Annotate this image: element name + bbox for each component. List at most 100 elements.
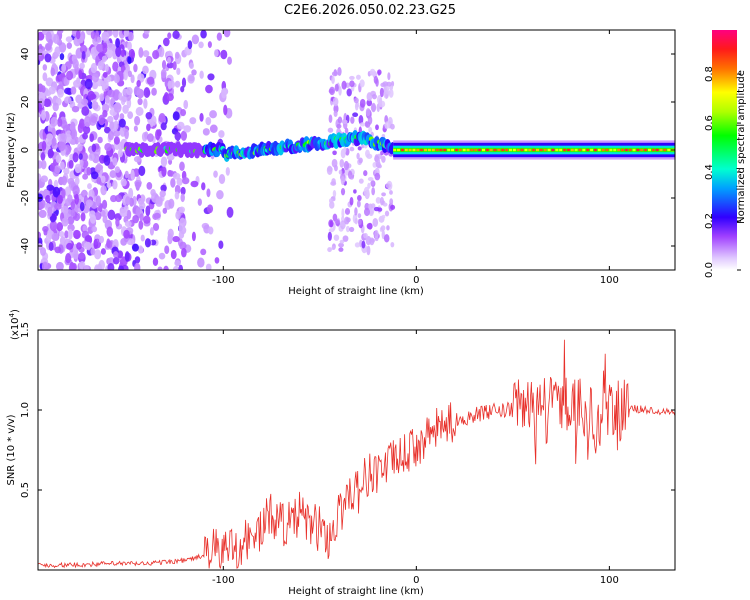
noise-blob: [104, 142, 112, 152]
noise-blob: [78, 153, 83, 160]
noise-streak: [365, 108, 371, 117]
noise-blob: [38, 173, 42, 181]
noise-blob: [180, 193, 185, 203]
noise-blob: [102, 42, 108, 54]
noise-blob: [112, 157, 118, 166]
noise-streak: [354, 217, 358, 225]
colorbar-tick-label: 0.6: [704, 115, 715, 131]
noise-streak: [349, 80, 355, 88]
noise-blob: [49, 220, 58, 232]
noise-blob: [76, 242, 82, 250]
noise-blob: [90, 116, 98, 124]
noise-blob: [174, 51, 180, 59]
noise-streak: [374, 229, 379, 239]
noise-blob: [124, 251, 130, 262]
noise-blob: [178, 224, 184, 233]
noise-blob: [181, 247, 187, 258]
noise-streak: [340, 187, 346, 196]
band-peak: [597, 148, 601, 152]
noise-streak: [331, 245, 336, 250]
noise-streak: [346, 217, 351, 223]
noise-blob: [227, 56, 232, 65]
noise-streak: [385, 183, 391, 189]
noise-blob: [91, 171, 99, 180]
noise-blob: [49, 162, 55, 173]
noise-streak: [350, 116, 355, 124]
noise-blob: [83, 116, 92, 128]
noise-blob: [138, 47, 144, 58]
band-peak: [424, 148, 428, 152]
snr-plot: -100 0 100 0.5 1.0 1.5: [20, 322, 676, 586]
noise-blob: [166, 62, 174, 69]
snr-background: [38, 330, 675, 570]
noise-blob: [94, 249, 102, 260]
band-peak: [566, 148, 570, 152]
noise-blob: [205, 116, 212, 126]
noise-blob: [123, 229, 130, 239]
band-peak: [605, 148, 609, 152]
noise-streak: [349, 174, 354, 180]
noise-blob: [130, 169, 135, 181]
noise-blob: [133, 156, 142, 163]
noise-blob: [213, 49, 219, 58]
noise-blob: [151, 87, 157, 96]
y-tick-label: 20: [20, 96, 31, 109]
noise-blob: [167, 228, 174, 239]
noise-blob: [107, 89, 116, 98]
noise-blob: [223, 104, 228, 116]
noise-blob: [64, 186, 72, 197]
noise-streak: [374, 154, 379, 162]
noise-blob: [125, 87, 133, 96]
noise-blob: [38, 31, 45, 41]
noise-blob: [133, 85, 141, 96]
noise-blob: [181, 77, 187, 88]
noise-streak: [366, 92, 373, 102]
noise-blob: [94, 264, 100, 270]
noise-blob: [198, 41, 204, 49]
noise-streak: [387, 72, 391, 81]
noise-streak: [352, 112, 359, 118]
noise-blob: [54, 46, 61, 58]
band-peak: [667, 148, 671, 152]
noise-streak: [379, 87, 384, 98]
noise-blob: [74, 177, 80, 185]
noise-streak: [382, 202, 388, 207]
noise-streak: [357, 218, 362, 226]
noise-blob: [138, 165, 146, 177]
band-peak: [420, 148, 424, 152]
noise-streak: [331, 71, 338, 77]
band-peak: [393, 148, 397, 152]
colorbar-tick-label: 0.0: [704, 262, 715, 278]
snr-x-label: Height of straight line (km): [288, 586, 424, 597]
noise-blob: [45, 233, 52, 242]
noise-blob: [115, 46, 122, 58]
noise-blob: [45, 194, 51, 203]
noise-blob: [137, 245, 144, 254]
noise-blob: [163, 265, 169, 270]
noise-streak: [345, 225, 350, 233]
noise-streak: [331, 75, 335, 84]
noise-streak: [367, 182, 371, 189]
noise-blob: [127, 56, 132, 65]
noise-blob: [41, 261, 49, 270]
noise-streak: [333, 110, 338, 117]
noise-blob: [167, 56, 172, 64]
noise-blob: [104, 63, 109, 72]
noise-blob: [65, 198, 71, 207]
noise-blob: [117, 265, 125, 270]
noise-blob: [183, 125, 192, 133]
noise-blob: [95, 164, 104, 171]
colorbar: [712, 30, 737, 270]
band-peak: [640, 148, 644, 152]
noise-streak: [338, 86, 342, 96]
noise-blob: [65, 253, 72, 264]
noise-blob: [113, 102, 122, 114]
noise-blob: [205, 263, 212, 270]
noise-blob: [47, 148, 54, 159]
band-peak: [663, 148, 667, 152]
noise-blob: [179, 161, 185, 171]
noise-streak: [361, 240, 366, 249]
noise-blob: [79, 44, 88, 54]
noise-blob: [71, 105, 80, 113]
